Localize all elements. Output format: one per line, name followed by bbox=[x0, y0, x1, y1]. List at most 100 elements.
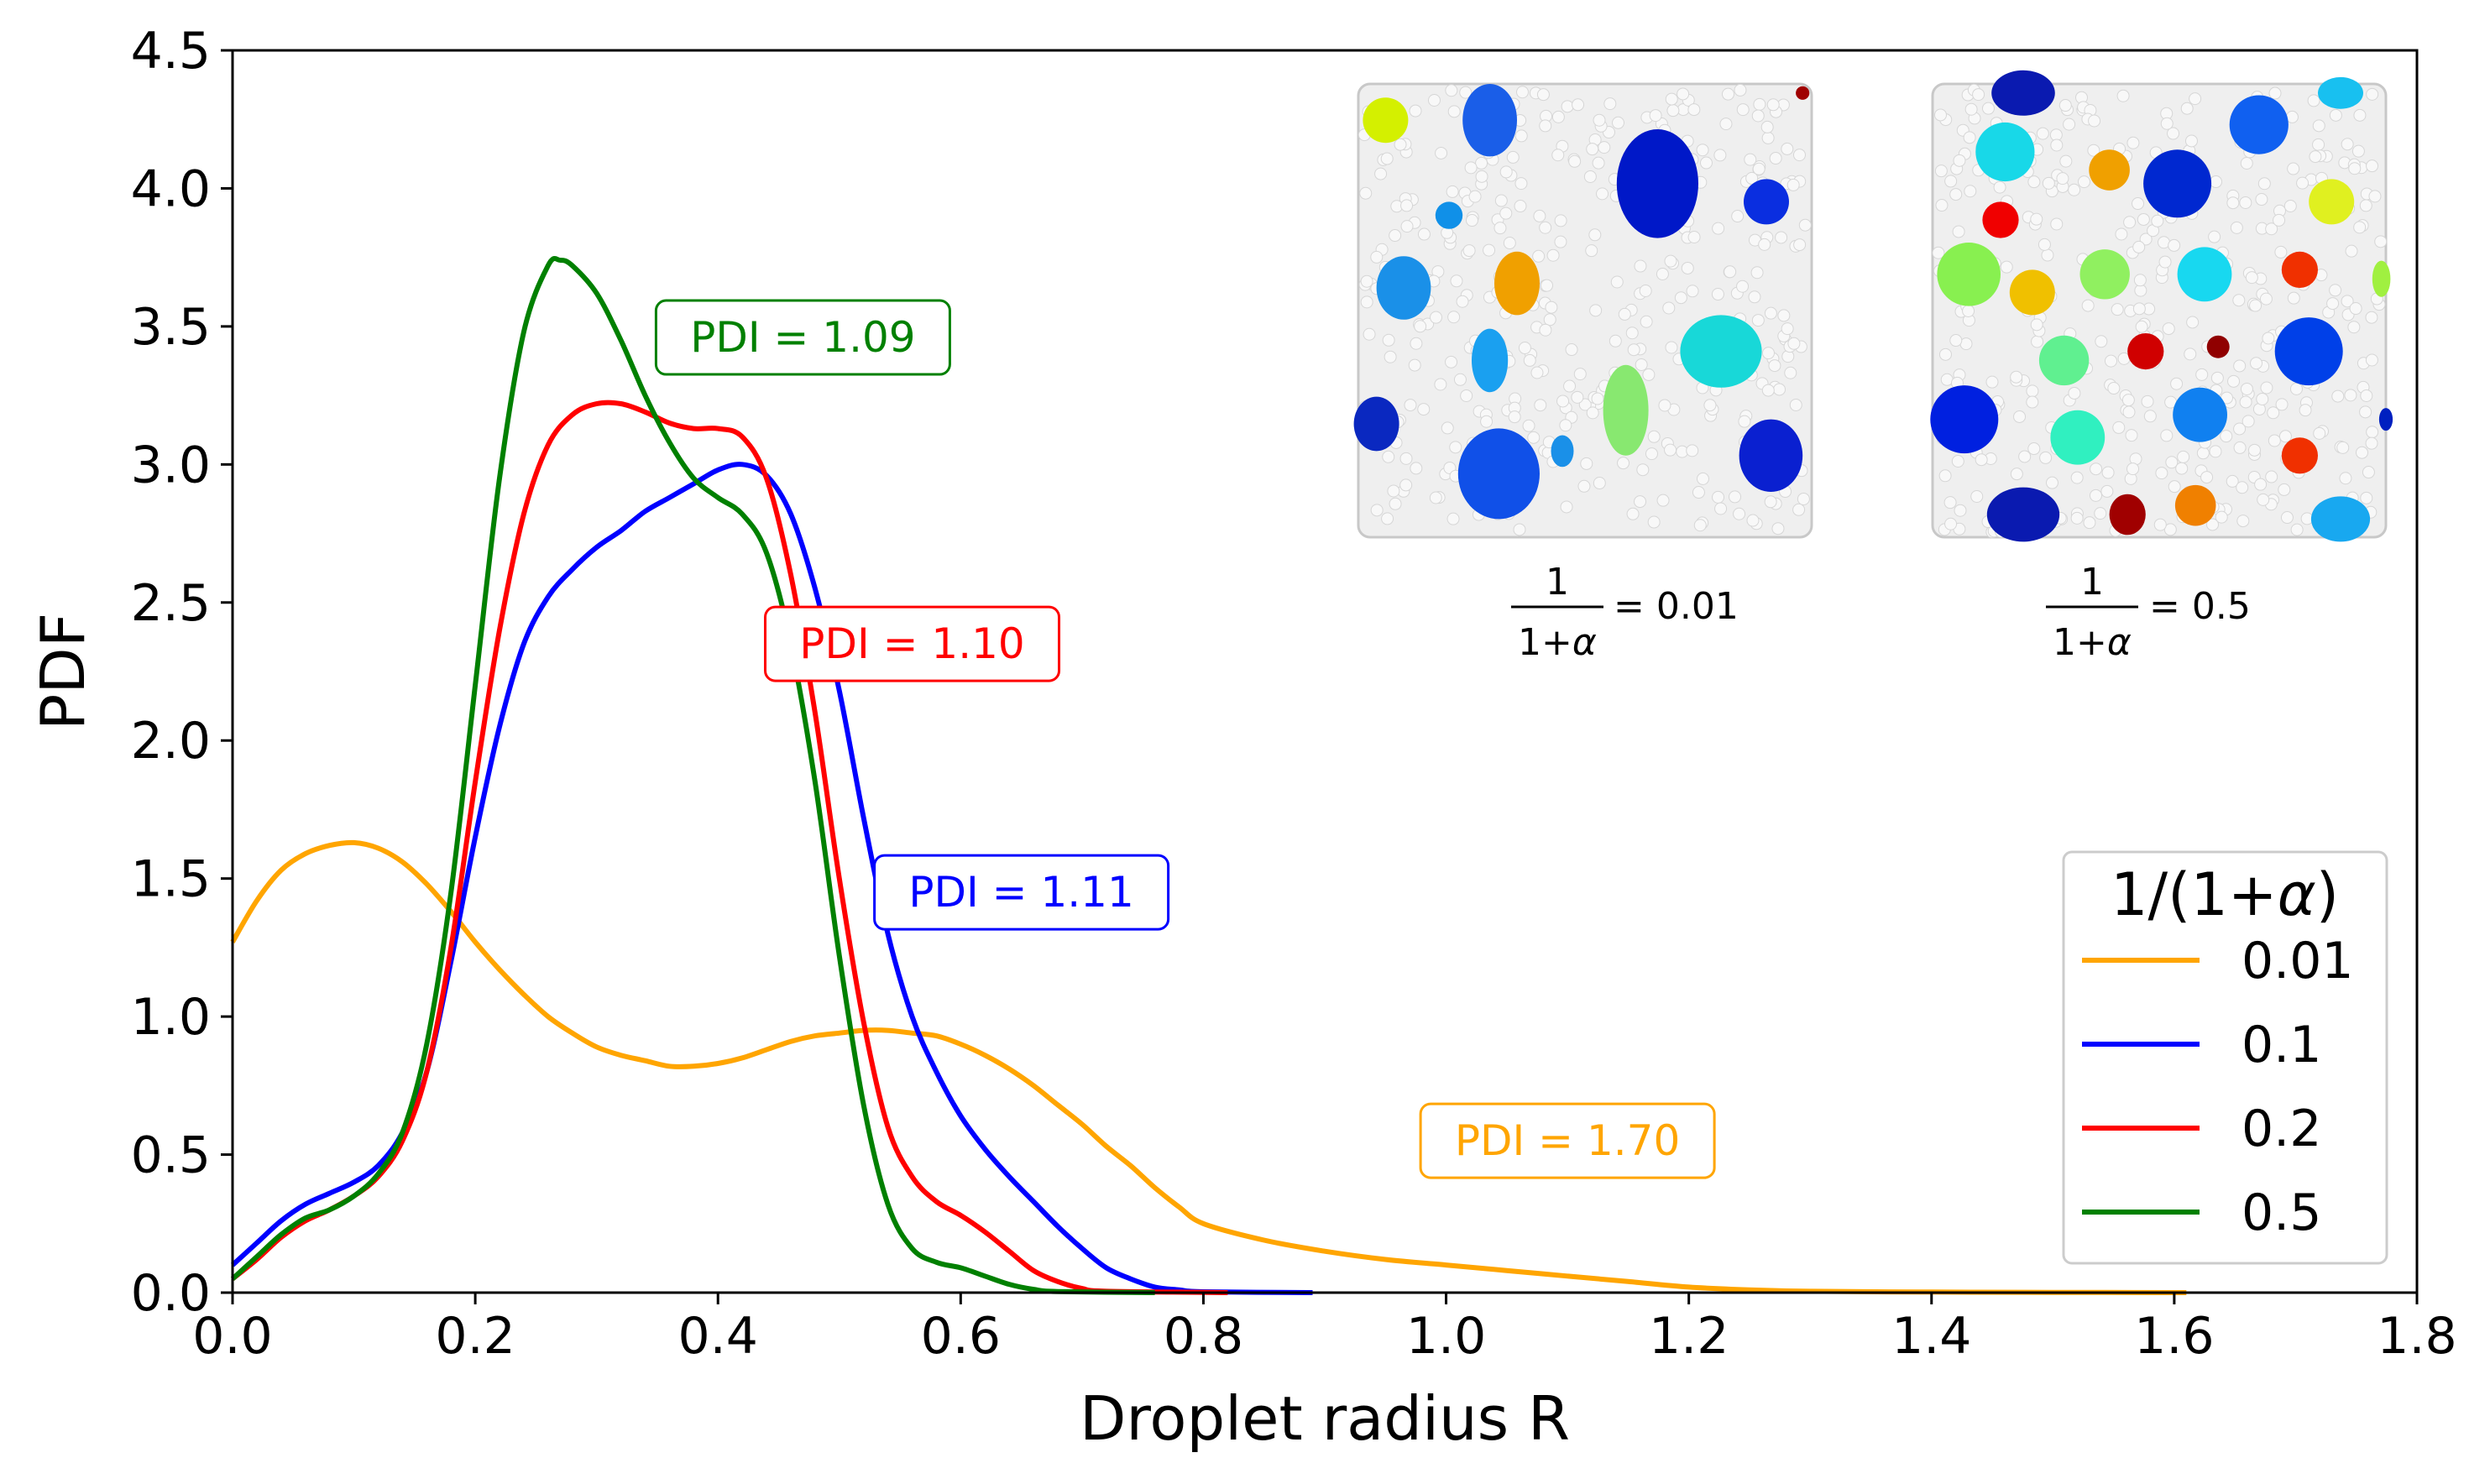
inset-particle bbox=[2341, 295, 2354, 308]
inset-particle bbox=[1766, 98, 1780, 112]
inset-particle bbox=[2249, 299, 2262, 312]
inset-particle bbox=[1559, 419, 1572, 432]
inset-particle bbox=[2259, 292, 2273, 306]
inset-particle bbox=[1518, 342, 1531, 355]
inset-droplet bbox=[2318, 76, 2363, 109]
inset-particle bbox=[2042, 176, 2055, 190]
inset-particle bbox=[2268, 434, 2281, 447]
inset-particle bbox=[2210, 175, 2223, 189]
x-tick-label: 0.4 bbox=[678, 1307, 758, 1366]
inset-particle bbox=[1635, 358, 1648, 371]
inset-particle bbox=[1696, 472, 1709, 485]
inset-particle bbox=[2041, 248, 2054, 262]
inset-particle bbox=[1993, 180, 2006, 194]
inset-particle bbox=[1713, 149, 1727, 162]
inset-particle bbox=[2162, 322, 2175, 336]
inset-particle bbox=[1734, 83, 1747, 97]
inset-particle bbox=[2344, 389, 2357, 402]
inset-particle bbox=[2236, 481, 2249, 494]
inset-particle bbox=[1761, 131, 1775, 144]
inset-image-low-alpha bbox=[1353, 82, 1813, 539]
inset-particle bbox=[1665, 92, 1678, 106]
inset-particle bbox=[1449, 441, 1462, 454]
x-tick-label: 1.2 bbox=[1649, 1307, 1729, 1366]
inset-particle bbox=[1789, 398, 1802, 411]
inset-particle bbox=[2087, 144, 2100, 157]
inset-droplet bbox=[2127, 333, 2164, 370]
y-tick-label: 3.5 bbox=[131, 298, 211, 357]
inset-droplet bbox=[1680, 315, 1762, 388]
inset-particle bbox=[1751, 314, 1765, 327]
inset-particle bbox=[2226, 196, 2240, 210]
inset-particle bbox=[2232, 294, 2246, 307]
inset-particle bbox=[1427, 94, 1441, 107]
inset-particle bbox=[2240, 156, 2253, 170]
inset-particle bbox=[1360, 295, 1373, 309]
inset-particle bbox=[2345, 244, 2358, 258]
inset-particle bbox=[1363, 327, 1376, 341]
inset-particle bbox=[1546, 248, 1560, 262]
inset-image-high-alpha bbox=[1930, 70, 2393, 542]
inset-particle bbox=[2247, 443, 2261, 457]
x-tick-label: 1.8 bbox=[2377, 1307, 2456, 1366]
inset-particle bbox=[1769, 152, 1782, 165]
inset-particle bbox=[2026, 384, 2039, 398]
inset-particle bbox=[2220, 430, 2233, 443]
inset-droplet bbox=[1462, 84, 1517, 157]
inset-particle bbox=[2273, 213, 2286, 227]
inset-particle bbox=[1394, 138, 1407, 151]
inset-particle bbox=[1729, 490, 1742, 504]
inset-particle bbox=[1593, 113, 1606, 127]
inset-caption-left-denominator: 1+α bbox=[1518, 621, 1597, 664]
inset-particle bbox=[2240, 382, 2253, 395]
x-tick-label: 0.2 bbox=[435, 1307, 515, 1366]
inset-particle bbox=[1381, 512, 1394, 525]
inset-droplet bbox=[1744, 179, 1789, 225]
inset-particle bbox=[1384, 350, 1397, 363]
inset-caption-right-value: = 0.5 bbox=[2149, 585, 2251, 628]
inset-particle bbox=[1972, 88, 1985, 102]
inset-particle bbox=[1750, 266, 1764, 280]
inset-particle bbox=[1609, 334, 1622, 347]
inset-particle bbox=[1532, 249, 1546, 263]
inset-particle bbox=[2208, 230, 2221, 243]
inset-particle bbox=[1724, 265, 1737, 279]
inset-particle bbox=[1414, 320, 1427, 333]
inset-droplet bbox=[1472, 328, 1509, 393]
inset-droplet bbox=[1986, 487, 2060, 542]
inset-particle bbox=[1536, 88, 1550, 102]
inset-particle bbox=[1465, 214, 1478, 227]
inset-particle bbox=[1612, 116, 1625, 129]
inset-particle bbox=[2359, 199, 2372, 212]
inset-particle bbox=[1964, 102, 1978, 116]
inset-droplet bbox=[1376, 256, 1431, 320]
inset-particle bbox=[2101, 466, 2115, 479]
inset-particle bbox=[2180, 102, 2194, 115]
inset-particle bbox=[2126, 462, 2140, 476]
inset-particle bbox=[2141, 395, 2154, 408]
inset-particle bbox=[1686, 444, 1699, 457]
inset-particle bbox=[1554, 214, 1567, 227]
inset-particle bbox=[1434, 378, 1447, 391]
inset-particle bbox=[1508, 410, 1521, 424]
inset-particle bbox=[1962, 305, 1975, 318]
inset-particle bbox=[1636, 463, 1650, 477]
inset-droplet bbox=[1353, 396, 1399, 452]
inset-droplet bbox=[2079, 249, 2130, 300]
inset-particle bbox=[1464, 161, 1478, 175]
inset-droplet bbox=[1603, 364, 1649, 456]
inset-particle bbox=[1748, 290, 1761, 304]
inset-particle bbox=[1370, 504, 1384, 517]
y-tick-label: 0.0 bbox=[131, 1264, 211, 1323]
series-line-0.2 bbox=[231, 400, 1228, 1295]
y-tick-label: 4.5 bbox=[131, 22, 211, 81]
inset-particle bbox=[1768, 359, 1781, 373]
inset-particle bbox=[1475, 156, 1488, 170]
inset-particle bbox=[2257, 493, 2270, 506]
inset-particle bbox=[1933, 108, 1947, 122]
inset-particle bbox=[1410, 337, 1423, 350]
inset-particle bbox=[1642, 368, 1656, 381]
inset-particle bbox=[2278, 483, 2291, 496]
inset-particle bbox=[1399, 452, 1413, 465]
inset-particle bbox=[1738, 415, 1751, 428]
